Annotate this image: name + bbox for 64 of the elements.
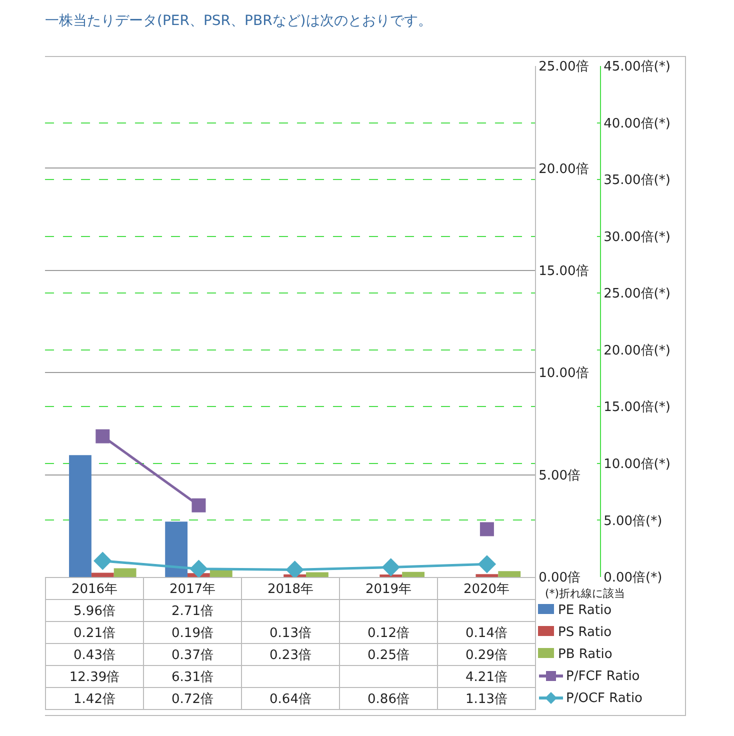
data-label: 12.39倍 <box>46 666 144 688</box>
y-tick-label: 25.00倍 <box>538 60 589 75</box>
bar <box>91 572 114 577</box>
y-tick-label: 10.00倍 <box>538 366 589 382</box>
y2-tick-label: 15.00倍(*) <box>604 400 670 416</box>
x-tick-label: 2020年 <box>438 578 536 600</box>
point <box>94 552 112 570</box>
x-tick-label: 2016年 <box>46 578 144 600</box>
data-label: 0.29倍 <box>438 644 536 666</box>
data-label: 1.42倍 <box>46 688 144 710</box>
y2-tick-label: 35.00倍(*) <box>604 173 670 188</box>
legend-label: P/FCF Ratio <box>565 668 641 686</box>
text: (*)折れ線に該当 <box>545 586 626 601</box>
data-label: 0.37倍 <box>144 644 242 666</box>
data-label: 0.86倍 <box>340 688 438 710</box>
y2-tick-label: 20.00倍(*) <box>604 343 670 358</box>
bar <box>498 571 521 577</box>
data-label: 0.21倍 <box>46 622 144 644</box>
x-tick-label: 2018年 <box>242 578 340 600</box>
data-label: 0.64倍 <box>242 688 340 710</box>
legend-label: PB Ratio <box>557 646 614 664</box>
y2-tick-label: 45.00倍(*) <box>604 60 670 75</box>
x-tick-label: 2017年 <box>144 578 242 600</box>
legend-label: PE Ratio <box>557 602 613 620</box>
data-label: 0.19倍 <box>144 622 242 644</box>
y2-tick-label: 5.00倍(*) <box>604 514 662 529</box>
bar <box>165 522 188 577</box>
chart-title: 一株当たりデータ(PER、PSR、PBRなど)は次のとおりです。 <box>45 12 432 30</box>
data-label: 2.71倍 <box>144 600 242 622</box>
point <box>382 558 400 576</box>
y2-tick-label: 0.00倍(*) <box>604 570 662 586</box>
data-label: 0.23倍 <box>242 644 340 666</box>
data-label: 6.31倍 <box>144 666 242 688</box>
bar <box>306 572 328 577</box>
y-tick-label: 0.00倍 <box>538 570 581 586</box>
data-label: 0.72倍 <box>144 688 242 710</box>
data-label: 4.21倍 <box>438 666 536 688</box>
y2-tick-label: 30.00倍(*) <box>604 230 670 245</box>
point <box>190 560 208 577</box>
bar <box>402 572 425 577</box>
data-label: 1.13倍 <box>438 688 536 710</box>
point <box>286 560 304 577</box>
point <box>480 522 494 536</box>
point <box>478 555 496 574</box>
data-label: 5.96倍 <box>46 600 144 622</box>
y2-tick-label: 10.00倍(*) <box>604 456 670 472</box>
data-label: 0.12倍 <box>340 622 438 644</box>
bar <box>69 455 92 577</box>
data-label: 0.43倍 <box>46 644 144 666</box>
y2-tick-label: 25.00倍(*) <box>604 286 670 302</box>
y-tick-label: 15.00倍 <box>538 264 589 279</box>
point <box>192 498 206 512</box>
bar <box>476 574 498 577</box>
point <box>96 429 110 444</box>
data-label: 0.13倍 <box>242 622 340 644</box>
y-tick-label: 20.00倍 <box>538 162 589 177</box>
data-label: 0.14倍 <box>438 622 536 644</box>
legend-label: P/OCF Ratio <box>565 690 643 708</box>
legend-label: PS Ratio <box>557 624 613 642</box>
y2-tick-label: 40.00倍(*) <box>604 116 670 132</box>
y-tick-label: 5.00倍 <box>538 468 581 484</box>
x-tick-label: 2019年 <box>340 578 438 600</box>
data-label: 0.25倍 <box>340 644 438 666</box>
bar <box>114 568 136 577</box>
